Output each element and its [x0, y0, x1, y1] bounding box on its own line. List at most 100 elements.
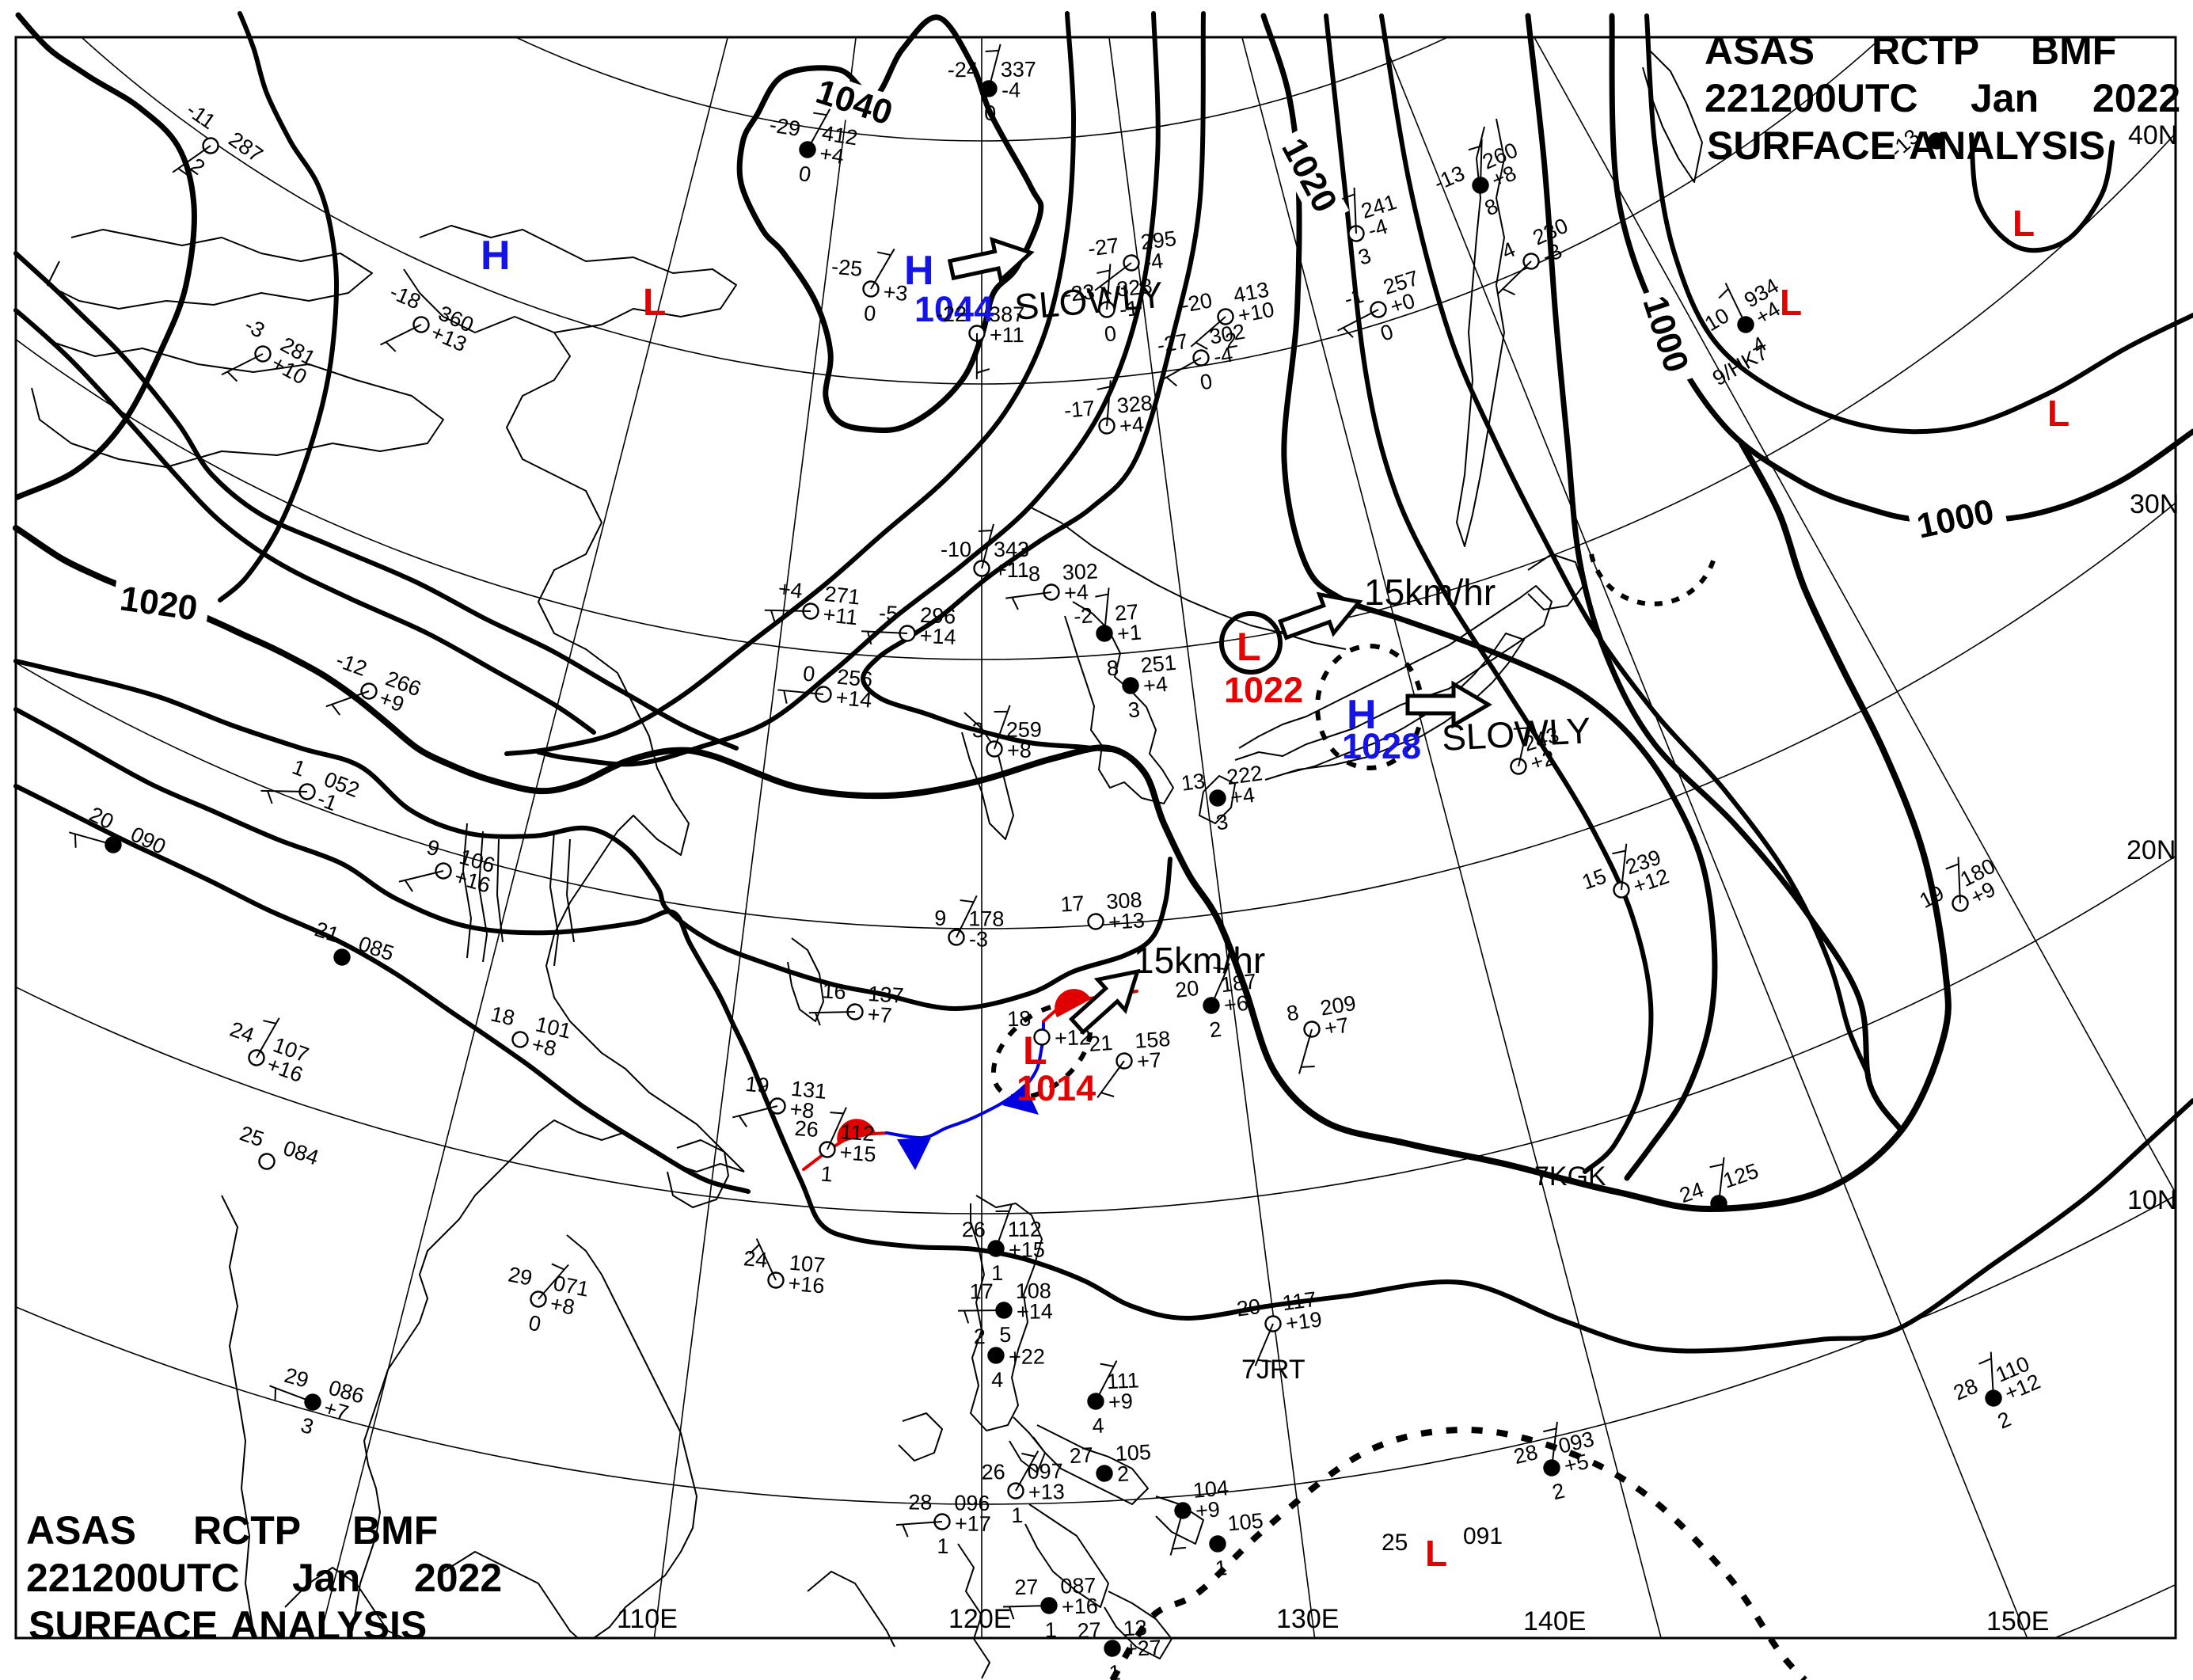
svg-text:+7: +7 [867, 1002, 893, 1028]
svg-text:187: 187 [1219, 969, 1257, 997]
svg-text:18: 18 [1007, 1006, 1032, 1031]
svg-text:1: 1 [991, 1261, 1003, 1285]
svg-text:0: 0 [1104, 321, 1118, 346]
svg-text:26: 26 [794, 1116, 819, 1142]
svg-text:-24: -24 [948, 58, 979, 82]
svg-text:137: 137 [868, 982, 905, 1008]
svg-text:+22: +22 [1009, 1345, 1045, 1369]
svg-text:7JRT: 7JRT [1241, 1355, 1306, 1385]
svg-text:L: L [1780, 282, 1802, 323]
svg-text:ANALYSIS: ANALYSIS [230, 1603, 427, 1648]
svg-text:+15: +15 [1009, 1238, 1045, 1262]
svg-text:+12: +12 [1055, 1025, 1092, 1050]
svg-text:096: 096 [954, 1491, 990, 1515]
svg-text:3: 3 [1127, 697, 1141, 722]
svg-text:SURFACE: SURFACE [29, 1603, 218, 1648]
svg-text:0: 0 [984, 101, 996, 125]
svg-text:+11: +11 [990, 323, 1024, 347]
svg-text:L: L [1425, 1533, 1447, 1574]
svg-text:L: L [1237, 625, 1261, 669]
svg-text:+9: +9 [1108, 1389, 1133, 1414]
svg-text:+6: +6 [1222, 991, 1249, 1017]
svg-text:221200UTC: 221200UTC [26, 1556, 240, 1600]
svg-text:+8: +8 [789, 1097, 815, 1123]
svg-text:+4: +4 [1119, 412, 1145, 439]
svg-text:+8: +8 [530, 1032, 559, 1061]
svg-text:-17: -17 [1063, 396, 1096, 422]
svg-text:112: 112 [840, 1119, 876, 1146]
svg-text:+8: +8 [1007, 739, 1032, 762]
svg-text:+16: +16 [787, 1271, 825, 1298]
svg-text:0: 0 [802, 661, 816, 686]
svg-text:25: 25 [1382, 1530, 1408, 1556]
svg-text:131: 131 [790, 1077, 828, 1104]
svg-text:ASAS: ASAS [1705, 29, 1815, 73]
svg-text:1: 1 [1011, 1503, 1023, 1527]
svg-text:+5: +5 [1562, 1450, 1591, 1478]
svg-text:+7: +7 [1323, 1013, 1351, 1041]
svg-text:ASAS: ASAS [26, 1508, 136, 1553]
svg-text:111: 111 [1106, 1368, 1139, 1393]
svg-text:+4: +4 [1063, 580, 1089, 605]
svg-text:24: 24 [743, 1246, 769, 1272]
svg-text:4: 4 [1092, 1414, 1104, 1439]
svg-text:Jan: Jan [1971, 76, 2039, 120]
svg-text:-4: -4 [1142, 249, 1164, 275]
svg-text:337: 337 [1001, 58, 1036, 82]
svg-text:259: 259 [1006, 718, 1042, 742]
svg-text:40N: 40N [2128, 120, 2177, 150]
svg-text:087: 087 [1060, 1573, 1096, 1598]
svg-text:0: 0 [863, 301, 877, 325]
svg-text:28: 28 [1511, 1440, 1540, 1469]
svg-text:-4: -4 [1001, 78, 1020, 102]
svg-text:20: 20 [1235, 1294, 1262, 1321]
svg-text:26: 26 [981, 1460, 1005, 1484]
svg-text:1022: 1022 [1224, 670, 1303, 710]
svg-text:1: 1 [1044, 1618, 1057, 1642]
svg-text:107: 107 [789, 1251, 827, 1278]
svg-text:9: 9 [934, 907, 946, 930]
svg-text:20: 20 [1174, 976, 1200, 1002]
svg-text:1: 1 [1108, 1661, 1122, 1680]
svg-text:271: 271 [823, 582, 861, 610]
svg-text:+14: +14 [1017, 1299, 1053, 1323]
svg-text:BMF: BMF [352, 1508, 438, 1553]
svg-text:27: 27 [1014, 1575, 1039, 1599]
svg-text:256: 256 [836, 665, 874, 692]
svg-text:H: H [1347, 692, 1377, 738]
svg-text:328: 328 [1116, 391, 1154, 418]
svg-text:RCTP: RCTP [193, 1508, 301, 1553]
svg-text:30N: 30N [2130, 489, 2179, 519]
svg-text:28: 28 [908, 1490, 933, 1514]
svg-text:2: 2 [1223, 328, 1239, 353]
svg-text:0: 0 [526, 1311, 543, 1336]
svg-text:1044: 1044 [914, 289, 994, 329]
svg-text:2: 2 [1116, 1461, 1130, 1486]
svg-text:-1: -1 [1119, 296, 1140, 321]
svg-text:15km/hr: 15km/hr [1134, 940, 1265, 981]
svg-text:-25: -25 [830, 255, 864, 281]
svg-text:16: 16 [822, 979, 847, 1004]
svg-text:SURFACE: SURFACE [1707, 124, 1896, 168]
svg-text:1: 1 [1214, 1556, 1229, 1580]
svg-text:+17: +17 [955, 1511, 991, 1536]
svg-text:0: 0 [797, 162, 812, 187]
svg-text:29: 29 [506, 1262, 534, 1290]
svg-text:117: 117 [1281, 1287, 1318, 1315]
svg-text:2022: 2022 [414, 1556, 502, 1600]
svg-text:27: 27 [1069, 1443, 1094, 1468]
svg-text:17: 17 [970, 1279, 994, 1303]
svg-text:1: 1 [820, 1162, 834, 1187]
svg-text:1014: 1014 [1017, 1068, 1096, 1108]
svg-text:108: 108 [1016, 1279, 1051, 1302]
svg-text:8: 8 [1106, 656, 1120, 680]
svg-text:+13: +13 [1108, 908, 1146, 934]
svg-text:26: 26 [962, 1218, 986, 1241]
svg-text:-8: -8 [1020, 562, 1040, 587]
svg-text:-10: -10 [941, 538, 971, 561]
svg-text:2: 2 [1550, 1479, 1567, 1505]
svg-text:18: 18 [488, 1002, 517, 1030]
svg-text:+4: +4 [777, 576, 804, 602]
svg-text:5: 5 [999, 1323, 1011, 1347]
svg-text:4: 4 [991, 1368, 1003, 1392]
